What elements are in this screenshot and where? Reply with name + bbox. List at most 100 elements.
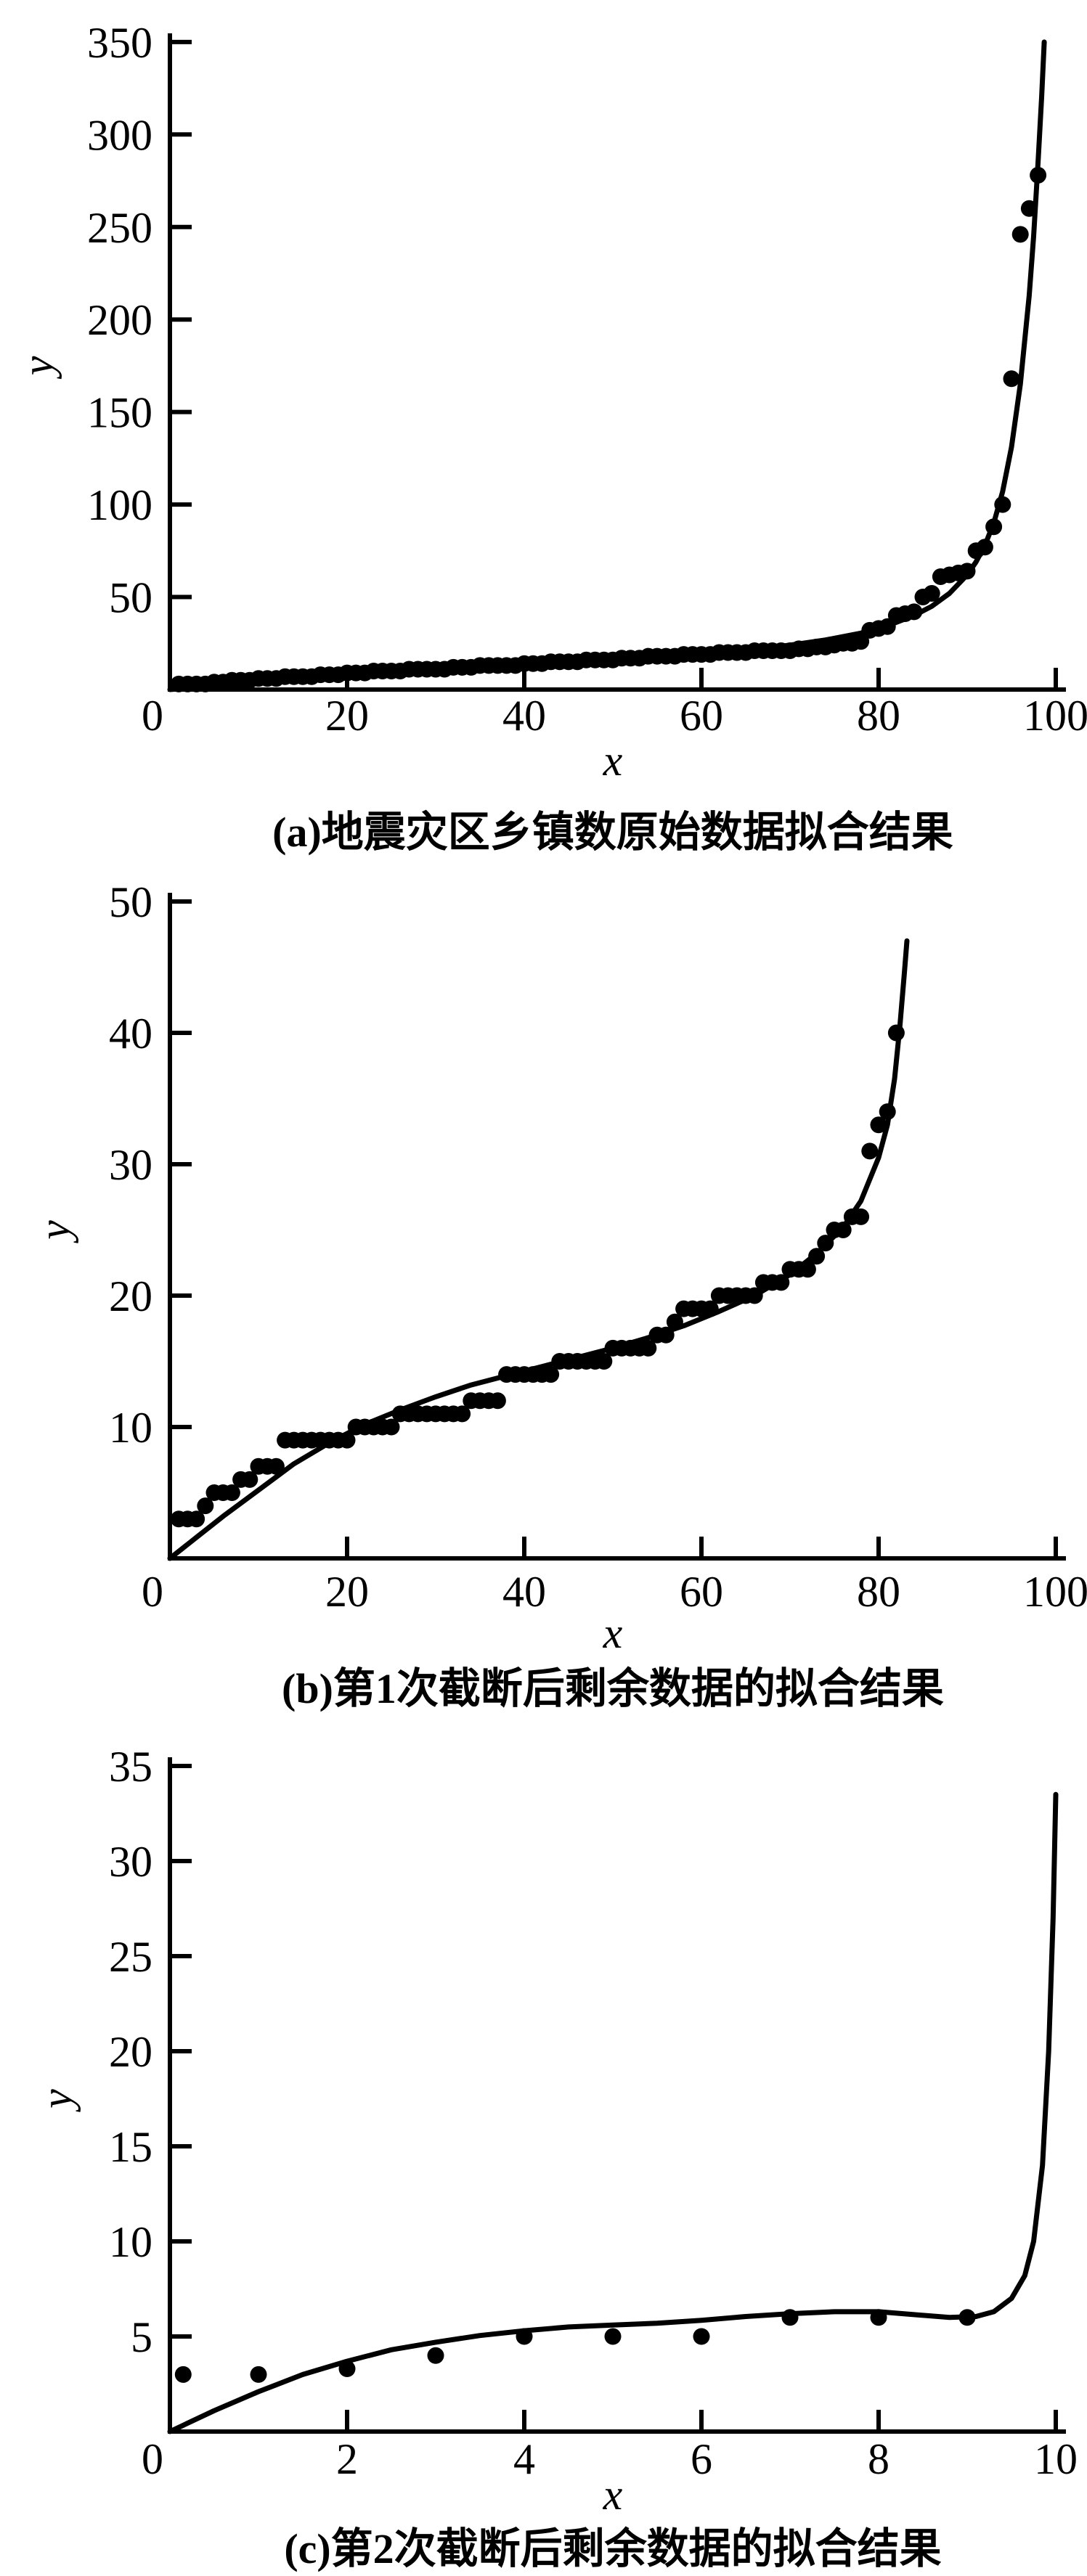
fit-curve-c: [167, 1791, 1059, 2434]
data-point-b: [887, 1024, 905, 1042]
y-tick-label-c-25: 25: [109, 1933, 152, 1981]
y-tick-label-c-10: 10: [109, 2218, 152, 2266]
data-point-b: [595, 1353, 613, 1370]
data-point-c: [174, 2366, 192, 2383]
data-point-a: [1030, 166, 1047, 184]
data-point-b: [773, 1274, 790, 1291]
y-tick-label-a-200: 200: [87, 296, 152, 344]
data-point-a: [1020, 200, 1038, 217]
data-point-b: [879, 1103, 896, 1121]
x-tick-label-c-10: 10: [1034, 2435, 1078, 2483]
y-tick-label-c-5: 5: [131, 2313, 152, 2361]
data-point-a: [994, 496, 1011, 513]
data-point-a: [985, 518, 1003, 536]
data-point-b: [383, 1418, 400, 1436]
y-tick-label-c-30: 30: [109, 1838, 152, 1886]
y-tick-label-c-20: 20: [109, 2028, 152, 2076]
y-tick-label-a-300: 300: [87, 111, 152, 159]
y-axis-title-c: y: [33, 2089, 81, 2113]
plot-a: 50 100 150 200 250 300 350 0 20 40 60 80 100 x y: [14, 19, 1087, 785]
caption-a: (a)地震灾区乡镇数原始数据拟合结果: [272, 809, 953, 856]
data-point-b: [834, 1222, 852, 1238]
data-point-b: [188, 1510, 205, 1528]
data-point-c: [870, 2309, 887, 2326]
x-tick-label-b-80: 80: [857, 1568, 900, 1616]
x-tick-label-b-60: 60: [680, 1568, 723, 1616]
data-point-c: [427, 2347, 444, 2364]
x-tick-label-c-0: 0: [142, 2435, 163, 2483]
x-tick-label-a-60: 60: [680, 692, 723, 740]
data-point-b: [489, 1392, 506, 1410]
data-point-b: [861, 1142, 879, 1160]
x-axis-title-a: x: [603, 737, 623, 785]
x-tick-label-c-8: 8: [868, 2435, 889, 2483]
data-point-c: [250, 2366, 267, 2383]
data-point-c: [604, 2328, 622, 2345]
data-point-b: [808, 1248, 826, 1265]
data-point-a: [958, 563, 976, 580]
x-tick-label-c-6: 6: [691, 2435, 712, 2483]
x-tick-label-c-2: 2: [336, 2435, 358, 2483]
data-point-b: [454, 1405, 471, 1423]
data-point-b: [817, 1235, 834, 1252]
data-point-b: [657, 1326, 675, 1344]
data-point-b: [870, 1116, 887, 1134]
data-point-a: [976, 539, 993, 556]
y-tick-label-a-250: 250: [87, 204, 152, 252]
y-tick-label-a-50: 50: [109, 574, 152, 622]
data-point-a: [923, 585, 940, 602]
data-point-b: [746, 1287, 763, 1304]
caption-c: (c)第2次截断后剩余数据的拟合结果: [284, 2525, 942, 2572]
x-axis-title-b: x: [603, 1609, 623, 1657]
data-point-a: [1011, 226, 1029, 243]
data-point-c: [516, 2328, 533, 2345]
y-tick-label-b-40: 40: [109, 1010, 152, 1058]
data-point-b: [338, 1431, 356, 1449]
caption-b: (b)第1次截断后剩余数据的拟合结果: [282, 1665, 944, 1712]
y-tick-label-c-15: 15: [109, 2123, 152, 2171]
data-point-a: [852, 633, 870, 650]
y-tick-label-b-20: 20: [109, 1272, 152, 1320]
data-point-b: [241, 1471, 258, 1488]
plot-b: 10 20 30 40 50 0 20 40 60 80 100 x y: [30, 878, 1087, 1657]
data-point-b: [267, 1457, 285, 1475]
x-tick-label-a-100: 100: [1023, 692, 1087, 740]
y-tick-label-a-350: 350: [87, 19, 152, 67]
x-tick-label-a-40: 40: [502, 692, 546, 740]
data-point-a: [1003, 370, 1020, 388]
x-tick-label-b-100: 100: [1023, 1568, 1087, 1616]
y-axis-title-b: y: [30, 1220, 78, 1244]
x-tick-label-b-0: 0: [142, 1568, 163, 1616]
data-point-c: [338, 2360, 356, 2377]
y-tick-label-c-35: 35: [109, 1743, 152, 1791]
plot-c: 5 10 15 20 25 30 35 0 2 4 6 8 10 x y: [33, 1743, 1078, 2519]
data-point-b: [666, 1313, 683, 1330]
data-point-b: [223, 1484, 240, 1501]
y-tick-label-b-30: 30: [109, 1141, 152, 1189]
x-tick-label-a-0: 0: [142, 692, 163, 740]
y-tick-label-b-10: 10: [109, 1404, 152, 1452]
data-point-b: [197, 1497, 214, 1515]
x-tick-label-a-80: 80: [857, 692, 900, 740]
data-point-b: [640, 1339, 657, 1357]
x-axis-title-c: x: [603, 2471, 623, 2519]
data-point-b: [799, 1261, 816, 1278]
fit-curve-a: [167, 39, 1047, 692]
data-point-a: [879, 618, 896, 635]
data-point-c: [781, 2309, 799, 2326]
data-point-b: [542, 1366, 560, 1383]
x-tick-label-b-40: 40: [502, 1568, 546, 1616]
data-point-a: [905, 603, 923, 621]
y-tick-label-b-50: 50: [109, 878, 152, 926]
x-tick-label-b-20: 20: [325, 1568, 369, 1616]
x-tick-label-a-20: 20: [325, 692, 369, 740]
data-point-b: [701, 1300, 719, 1317]
data-point-c: [693, 2328, 710, 2345]
x-tick-label-c-4: 4: [513, 2435, 535, 2483]
y-axis-title-a: y: [14, 356, 62, 380]
data-point-c: [958, 2309, 976, 2326]
y-tick-label-a-100: 100: [87, 481, 152, 529]
data-point-b: [852, 1208, 870, 1225]
